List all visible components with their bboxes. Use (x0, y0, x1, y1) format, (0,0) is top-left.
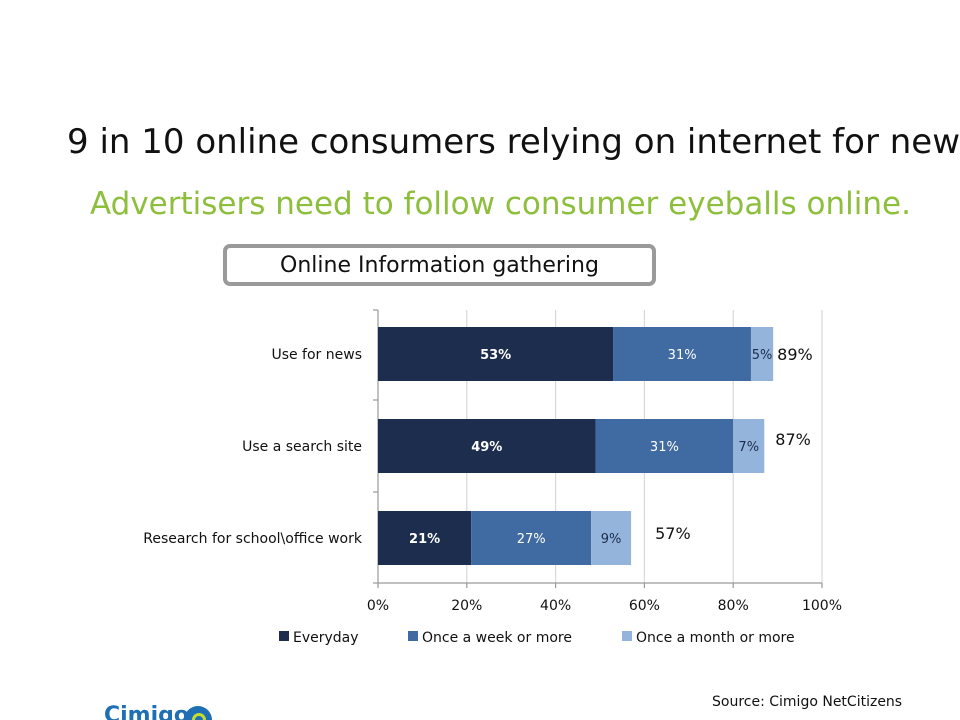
data-label-everyday: 49% (471, 440, 502, 455)
headline: 9 in 10 online consumers relying on inte… (67, 122, 960, 162)
x-tick-label: 100% (802, 598, 842, 614)
legend-swatch-everyday (279, 631, 289, 641)
bar-segment-weekly (595, 419, 734, 473)
total-label: 57% (655, 524, 691, 543)
bar-segment-everyday (378, 419, 596, 473)
cimigo-logo: Cimigo (104, 705, 216, 720)
chart-title: Online Information gathering (223, 244, 656, 286)
logo-mark-icon (184, 706, 212, 720)
logo-text: Cimigo (104, 705, 190, 720)
bar-segment-monthly (750, 327, 774, 381)
x-tick-label: 60% (629, 598, 660, 614)
legend-swatch-monthly (622, 631, 632, 641)
total-label: 87% (775, 430, 811, 449)
x-tick-label: 80% (718, 598, 749, 614)
x-tick-label: 0% (367, 598, 389, 614)
data-label-monthly: 7% (738, 440, 759, 455)
x-tick-label: 40% (540, 598, 571, 614)
total-label: 89% (777, 345, 813, 364)
category-label: Use for news (271, 347, 362, 363)
bar-segment-monthly (733, 419, 765, 473)
bar-segment-weekly (613, 327, 751, 381)
x-tick-label: 20% (451, 598, 482, 614)
legend-label-everyday: Everyday (293, 630, 359, 646)
legend-label-weekly: Once a week or more (422, 630, 572, 646)
data-label-weekly: 27% (517, 532, 546, 547)
bar-segment-weekly (471, 511, 592, 565)
category-label: Research for school\office work (143, 531, 363, 547)
data-label-weekly: 31% (650, 440, 679, 455)
legend-swatch-weekly (408, 631, 418, 641)
data-label-everyday: 21% (409, 532, 440, 547)
bar-segment-monthly (591, 511, 632, 565)
bar-segment-everyday (378, 327, 614, 381)
category-label: Use a search site (242, 439, 362, 455)
bar-segment-everyday (378, 511, 472, 565)
data-label-monthly: 9% (601, 532, 622, 547)
legend-label-monthly: Once a month or more (636, 630, 795, 646)
source-note: Source: Cimigo NetCitizens (712, 694, 903, 710)
data-label-weekly: 31% (668, 348, 697, 363)
data-label-monthly: 5% (752, 348, 773, 363)
data-label-everyday: 53% (480, 348, 511, 363)
subheadline: Advertisers need to follow consumer eyeb… (90, 186, 911, 222)
